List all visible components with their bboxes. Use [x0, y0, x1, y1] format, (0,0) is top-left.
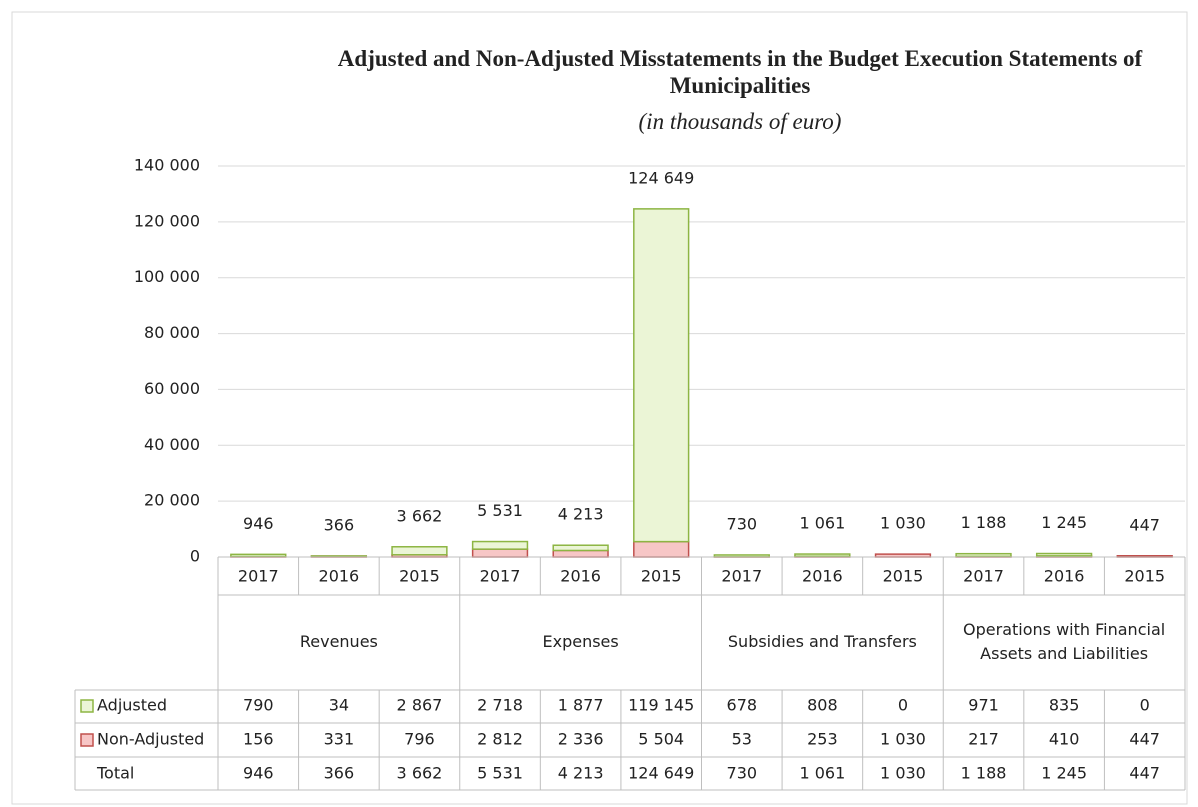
table-cell: 124 649 [628, 764, 694, 783]
chart-title: Adjusted and Non-Adjusted Misstatements … [337, 46, 1143, 98]
x-tick-label: 2015 [399, 567, 440, 586]
y-tick-label: 40 000 [144, 435, 200, 454]
table-cell: 1 030 [880, 764, 926, 783]
data-label: 447 [1129, 515, 1160, 534]
table-cell: 1 030 [880, 730, 926, 749]
data-label: 1 188 [961, 513, 1007, 532]
table-cell: 1 061 [799, 764, 845, 783]
legend-key [80, 699, 94, 713]
chart-border [11, 11, 1188, 805]
table-cell: 835 [1049, 696, 1080, 715]
data-label: 1 245 [1041, 513, 1087, 532]
x-tick-label: 2016 [1044, 567, 1085, 586]
x-tick-label: 2015 [1124, 567, 1165, 586]
table-cell: 156 [243, 730, 274, 749]
legend-key [80, 733, 94, 747]
y-tick-label: 60 000 [144, 379, 200, 398]
y-tick-label: 80 000 [144, 323, 200, 342]
bar-segment [955, 552, 1012, 558]
data-label: 5 531 [477, 501, 523, 520]
table-cell: 678 [727, 696, 758, 715]
table-cell: 5 531 [477, 764, 523, 783]
table-cell: 253 [807, 730, 838, 749]
x-tick-label: 2016 [319, 567, 360, 586]
bar-segment [552, 549, 609, 558]
x-tick-label: 2016 [560, 567, 601, 586]
y-tick-label: 20 000 [144, 491, 200, 510]
x-tick-label: 2017 [238, 567, 279, 586]
table-cell: 971 [968, 696, 999, 715]
table-cell: 796 [404, 730, 435, 749]
table-cell: 1 245 [1041, 764, 1087, 783]
bar-segment [471, 548, 529, 558]
y-tick-label: 100 000 [134, 267, 200, 286]
x-tick-label: 2017 [963, 567, 1004, 586]
x-tick-label: 2017 [721, 567, 762, 586]
table-cell: 0 [1140, 696, 1150, 715]
table-cell: 2 812 [477, 730, 523, 749]
data-label: 946 [243, 514, 274, 533]
table-cell: 2 718 [477, 696, 523, 715]
bar-segment [633, 208, 690, 543]
data-label: 124 649 [628, 168, 694, 187]
table-cell: 447 [1129, 730, 1160, 749]
table-cell: 2 336 [558, 730, 604, 749]
table-cell: 2 867 [397, 696, 443, 715]
bar-segment [230, 553, 287, 558]
table-cell: 946 [243, 764, 274, 783]
data-label: 3 662 [397, 506, 443, 525]
group-label: Expenses [542, 632, 619, 651]
bar-segment [633, 540, 690, 558]
table-cell: 119 145 [628, 696, 694, 715]
x-tick-label: 2015 [641, 567, 682, 586]
group-label: Operations with Financial Assets and Lia… [963, 620, 1166, 663]
table-cell: 730 [727, 764, 758, 783]
table-cell: 447 [1129, 764, 1160, 783]
bar-segment [471, 540, 529, 550]
y-tick-label: 0 [190, 547, 200, 566]
table-cell: 1 188 [961, 764, 1007, 783]
table-cell: 1 877 [558, 696, 604, 715]
table-cell: 808 [807, 696, 838, 715]
table-cell: 34 [329, 696, 349, 715]
bar-segment [1035, 552, 1093, 557]
legend-label: Adjusted [97, 696, 167, 715]
x-tick-label: 2015 [883, 567, 924, 586]
bar-segment [794, 553, 851, 558]
group-label: Revenues [299, 632, 378, 651]
table-cell: 0 [898, 696, 908, 715]
table-cell: 5 504 [638, 730, 684, 749]
y-tick-label: 140 000 [134, 156, 200, 175]
table-cell: 217 [968, 730, 999, 749]
table-row-label: Total [96, 764, 134, 783]
data-label: 730 [727, 514, 758, 533]
data-label: 366 [324, 515, 355, 534]
table-cell: 4 213 [558, 764, 604, 783]
bar-segment [391, 546, 448, 556]
table-cell: 410 [1049, 730, 1080, 749]
legend-label: Non-Adjusted [97, 730, 204, 749]
bar-segment [552, 544, 609, 552]
table-cell: 331 [324, 730, 355, 749]
data-label: 4 213 [558, 505, 604, 524]
table-cell: 790 [243, 696, 274, 715]
chart-subtitle: (in thousands of euro) [638, 109, 842, 134]
table-cell: 366 [324, 764, 355, 783]
data-label: 1 061 [799, 514, 845, 533]
table-cell: 53 [732, 730, 752, 749]
y-tick-label: 120 000 [134, 211, 200, 230]
x-tick-label: 2017 [480, 567, 521, 586]
table-cell: 3 662 [397, 764, 443, 783]
data-label: 1 030 [880, 514, 926, 533]
group-label: Subsidies and Transfers [727, 632, 917, 651]
x-tick-label: 2016 [802, 567, 843, 586]
